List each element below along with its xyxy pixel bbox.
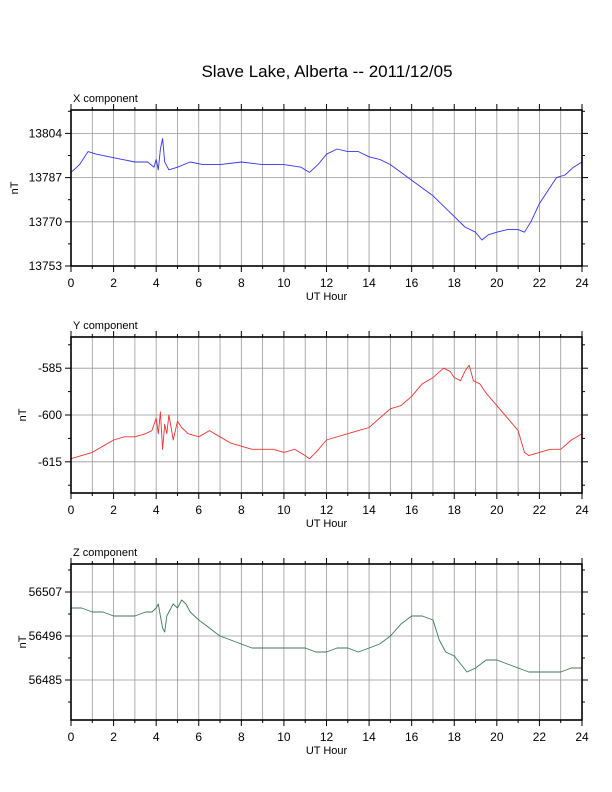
x-tick-label: 12 bbox=[320, 730, 334, 744]
y-axis-label: nT bbox=[17, 635, 29, 648]
x-tick-label: 4 bbox=[153, 730, 160, 744]
x-tick-label: 20 bbox=[490, 503, 504, 517]
y-axis-label: nT bbox=[17, 408, 29, 421]
data-line-z bbox=[71, 599, 582, 673]
x-tick-label: 8 bbox=[238, 730, 245, 744]
y-tick-label: 13804 bbox=[29, 126, 63, 140]
x-tick-label: 14 bbox=[362, 276, 376, 290]
x-tick-label: 6 bbox=[195, 276, 202, 290]
x-tick-label: 10 bbox=[277, 730, 291, 744]
y-axis-label: nT bbox=[9, 181, 21, 194]
y-tick-label: -585 bbox=[38, 361, 62, 375]
x-tick-label: 4 bbox=[153, 503, 160, 517]
x-tick-label: 20 bbox=[490, 276, 504, 290]
x-tick-label: 0 bbox=[68, 503, 75, 517]
x-tick-label: 18 bbox=[448, 276, 462, 290]
x-tick-label: 16 bbox=[405, 276, 419, 290]
x-tick-label: 2 bbox=[110, 503, 117, 517]
x-tick-label: 16 bbox=[405, 503, 419, 517]
y-tick-label: 13787 bbox=[29, 171, 63, 185]
y-tick-label: 13770 bbox=[29, 215, 63, 229]
x-tick-label: 16 bbox=[405, 730, 419, 744]
x-tick-label: 0 bbox=[68, 276, 75, 290]
x-tick-label: 10 bbox=[277, 503, 291, 517]
y-tick-label: -600 bbox=[38, 408, 62, 422]
x-tick-label: 22 bbox=[533, 276, 547, 290]
y-tick-label: 56485 bbox=[29, 673, 63, 687]
x-tick-label: 14 bbox=[362, 503, 376, 517]
x-tick-label: 2 bbox=[110, 276, 117, 290]
x-axis-label: UT Hour bbox=[306, 518, 348, 530]
x-tick-label: 8 bbox=[238, 503, 245, 517]
chart-title: Slave Lake, Alberta -- 2011/12/05 bbox=[201, 62, 452, 81]
x-tick-label: 24 bbox=[575, 730, 589, 744]
x-tick-label: 0 bbox=[68, 730, 75, 744]
x-tick-label: 10 bbox=[277, 276, 291, 290]
x-tick-label: 8 bbox=[238, 276, 245, 290]
panel-label: X component bbox=[73, 93, 138, 105]
data-line-x bbox=[70, 138, 583, 241]
panel-label: Z component bbox=[73, 547, 137, 559]
x-tick-label: 12 bbox=[320, 503, 334, 517]
y-tick-label: 56496 bbox=[29, 629, 63, 643]
data-line-y bbox=[70, 364, 583, 460]
x-axis-label: UT Hour bbox=[306, 745, 348, 757]
x-tick-label: 14 bbox=[362, 730, 376, 744]
x-tick-label: 22 bbox=[533, 503, 547, 517]
x-tick-label: 24 bbox=[575, 503, 589, 517]
x-tick-label: 18 bbox=[448, 730, 462, 744]
x-tick-label: 6 bbox=[195, 503, 202, 517]
x-tick-label: 4 bbox=[153, 276, 160, 290]
x-tick-label: 24 bbox=[575, 276, 589, 290]
y-tick-label: 56507 bbox=[29, 585, 63, 599]
x-tick-label: 18 bbox=[448, 503, 462, 517]
x-axis-label: UT Hour bbox=[306, 291, 348, 303]
x-tick-label: 6 bbox=[195, 730, 202, 744]
y-tick-label: 13753 bbox=[29, 259, 63, 273]
x-tick-label: 12 bbox=[320, 276, 334, 290]
x-tick-label: 2 bbox=[110, 730, 117, 744]
x-tick-label: 22 bbox=[533, 730, 547, 744]
y-tick-label: -615 bbox=[38, 455, 62, 469]
panel-label: Y component bbox=[73, 320, 138, 332]
x-tick-label: 20 bbox=[490, 730, 504, 744]
